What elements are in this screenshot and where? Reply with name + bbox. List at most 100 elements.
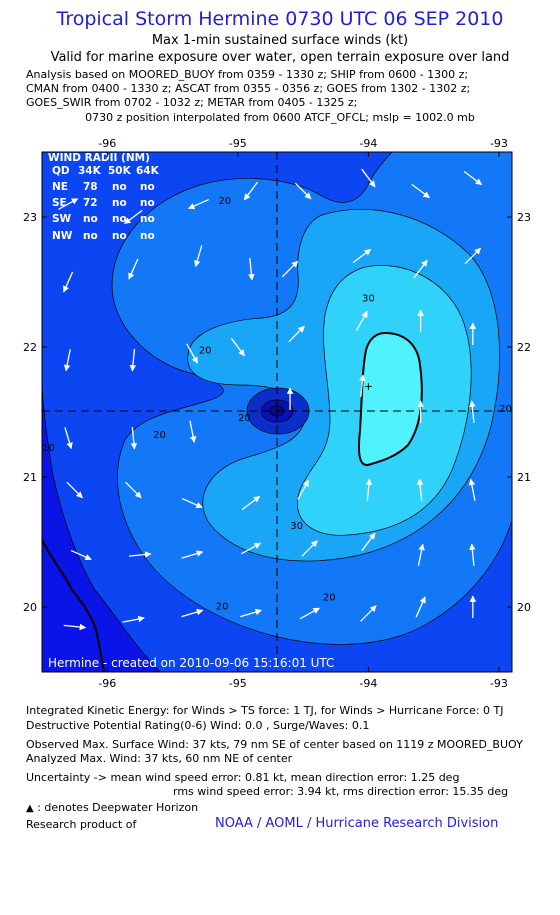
y-tick-label-left: 21 — [23, 471, 37, 484]
legend-ne-3: no — [140, 181, 155, 193]
y-tick-label-left: 23 — [23, 211, 37, 224]
wind-arrow — [66, 481, 83, 499]
legend-ne-2: no — [112, 181, 127, 193]
contour-label: 10 — [42, 443, 55, 454]
wind-arrow — [129, 348, 137, 372]
wind-arrow — [125, 481, 142, 499]
wind-arrow — [468, 478, 476, 501]
x-tick-label-top: -94 — [359, 137, 377, 150]
y-tick-label-right: 23 — [517, 211, 531, 224]
wind-arrow — [365, 478, 373, 502]
wind-arrow — [240, 608, 263, 618]
dpr-text: Destructive Potential Rating(0-6) Wind: … — [26, 719, 370, 732]
wind-arrow — [464, 247, 482, 265]
y-tick-label-right: 21 — [517, 471, 531, 484]
legend-header-1: 34K — [78, 165, 102, 177]
contour-label: 20 — [153, 430, 166, 441]
validity-note: Valid for marine exposure over water, op… — [50, 50, 510, 65]
contour-label: 20 — [199, 346, 212, 357]
wind-arrow — [417, 543, 425, 566]
legend-header-3: 64K — [136, 165, 160, 177]
wind-arrow — [122, 615, 145, 623]
legend-header-2: 50K — [108, 165, 132, 177]
wind-arrow — [128, 551, 152, 558]
y-tick-label-right: 22 — [517, 341, 531, 354]
analysis-line-3: GOES_SWIR from 0702 - 1032 z; METAR from… — [26, 96, 358, 109]
research-text: Research product of — [26, 818, 137, 831]
max-wind-marker: + — [364, 380, 373, 393]
wind-arrow — [248, 257, 255, 281]
wind-arrow — [188, 198, 209, 210]
wind-arrow — [181, 550, 204, 559]
wind-arrow — [288, 325, 305, 343]
x-tick-label-bottom: -96 — [98, 677, 116, 690]
wind-arrow — [70, 549, 92, 561]
y-tick-label-left: 22 — [23, 341, 37, 354]
wind-arrow — [469, 400, 476, 424]
y-tick-label-left: 20 — [23, 601, 37, 614]
deepwater-icon: ▲ — [26, 803, 34, 814]
legend-sw-3: no — [140, 213, 155, 225]
wind-arrow — [301, 540, 318, 557]
x-tick-label-bottom: -95 — [229, 677, 247, 690]
legend-sw-1: no — [83, 213, 98, 225]
legend-ne-1: 78 — [83, 181, 98, 193]
noaa-link[interactable]: NOAA / AOML / Hurricane Research Divisio… — [215, 816, 499, 831]
wind-arrow — [294, 182, 312, 200]
legend-header-0: QD — [52, 165, 70, 177]
wind-radii-legend: WIND RADII (NM) QD 34K 50K 64K NE 78 no … — [48, 152, 160, 242]
wind-arrow — [297, 479, 310, 500]
legend-sw-2: no — [112, 213, 127, 225]
wind-arrow — [63, 271, 74, 293]
legend-nw-0: NW — [52, 230, 73, 242]
x-tick-label-top: -95 — [229, 137, 247, 150]
legend-sw-0: SW — [52, 213, 72, 225]
wind-arrow — [463, 170, 483, 186]
wind-arrow — [361, 168, 376, 188]
plot-frame — [41, 151, 513, 673]
wind-analysis-map: 20 20 20 30 30 20 20 20 10 20 + Hermine - created… — [23, 137, 531, 690]
wind-arrow — [181, 608, 204, 618]
wind-arrow — [469, 543, 476, 567]
analysis-line-1: Analysis based on MOORED_BUOY from 0359 … — [26, 68, 469, 81]
wind-arrow — [355, 310, 368, 331]
wind-arrow — [58, 198, 79, 210]
ike-text: Integrated Kinetic Energy: for Winds > T… — [26, 704, 504, 717]
wind-arrow — [361, 532, 376, 552]
wind-arrow — [352, 248, 372, 264]
wind-arrow — [299, 607, 320, 620]
analyzed-max-text: Analyzed Max. Wind: 37 kts, 60 nm NE of … — [26, 752, 293, 765]
contour-label: 20 — [218, 196, 231, 207]
observed-max-text: Observed Max. Surface Wind: 37 kts, 79 n… — [26, 738, 523, 751]
legend-title: WIND RADII (NM) — [48, 152, 150, 164]
wind-arrow — [64, 427, 73, 450]
legend-nw-1: no — [83, 230, 98, 242]
legend-se-0: SE — [52, 197, 67, 209]
wind-arrow — [241, 495, 261, 511]
deepwater-text: : denotes Deepwater Horizon — [37, 801, 199, 814]
legend-se-3: no — [140, 197, 155, 209]
wind-arrow — [128, 258, 139, 280]
contour-label: 20 — [216, 602, 229, 613]
coastline — [42, 539, 105, 672]
x-tick-label-top: -96 — [98, 137, 116, 150]
x-tick-label-bottom: -94 — [359, 677, 377, 690]
analysis-line-2: CMAN from 0400 - 1330 z; ASCAT from 0355… — [26, 82, 471, 95]
contour-label: 30 — [362, 294, 375, 305]
wind-arrow — [360, 605, 377, 622]
y-tick-label-right: 20 — [517, 601, 531, 614]
page-subtitle: Max 1-min sustained surface winds (kt) — [151, 33, 409, 48]
legend-nw-3: no — [140, 230, 155, 242]
legend-ne-0: NE — [52, 181, 68, 193]
uncertainty-text-1: Uncertainty -> mean wind speed error: 0.… — [26, 771, 460, 784]
wind-arrow — [63, 349, 71, 372]
wind-arrow — [189, 420, 197, 443]
max-wind-region — [358, 331, 423, 466]
wind-arrow — [130, 426, 138, 450]
contour-label: 30 — [290, 521, 303, 532]
wind-arrow — [243, 181, 259, 201]
credit-text: Hermine - created on 2010-09-06 15:16:01… — [48, 656, 334, 670]
wind-arrow — [240, 542, 262, 555]
deepwater-note: ▲ : denotes Deepwater Horizon — [26, 801, 198, 814]
wind-arrow — [413, 259, 428, 279]
